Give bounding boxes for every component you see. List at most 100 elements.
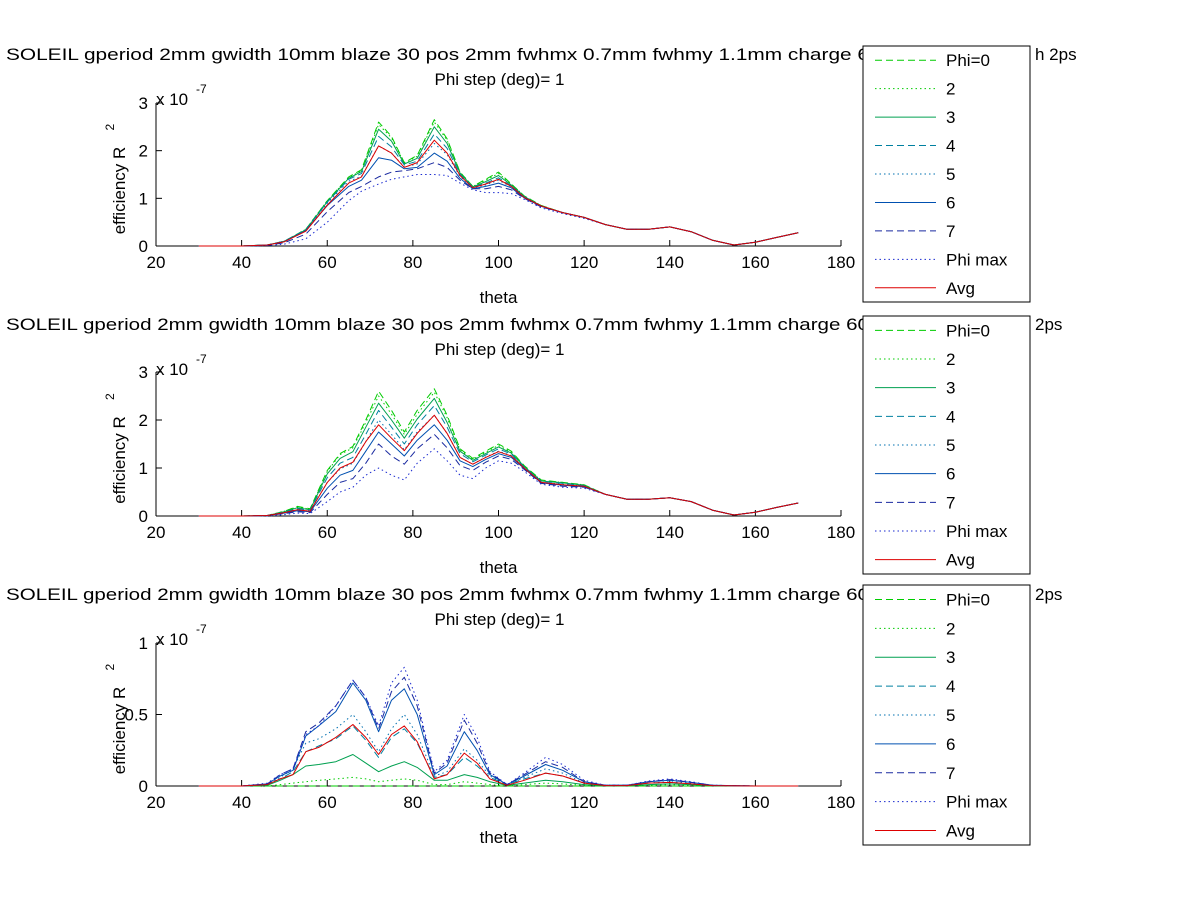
y-axis-label-superscript: 2 [103, 393, 117, 400]
x-tick-label: 80 [403, 793, 422, 812]
legend: Phi=0 2 3 4 5 6 7 Phi max Avg [862, 584, 1031, 846]
legend-label: 6 [946, 735, 955, 754]
x-tick-label: 40 [232, 253, 251, 272]
series-line-7 [198, 676, 799, 787]
y-tick-label: 3 [139, 363, 148, 382]
x-tick-label: 100 [484, 793, 512, 812]
chart-title: SOLEIL gperiod 2mm gwidth 10mm blaze 30 … [6, 315, 869, 334]
chart-subtitle: Phi step (deg)= 1 [435, 70, 565, 89]
legend: Phi=0 2 3 4 5 6 7 Phi max Avg [862, 45, 1031, 303]
y-tick-label: 0 [139, 507, 148, 526]
x-tick-label: 140 [656, 253, 684, 272]
y-tick-label: 3 [139, 94, 148, 113]
legend-label: Phi=0 [946, 51, 990, 70]
chart-panel-1: 20 40 60 80 100 120 140 160 180 0 1 2 3 x 10 -7 theta ef… [6, 45, 1077, 307]
series-line-9 [198, 139, 799, 247]
x-tick-label: 40 [232, 793, 251, 812]
legend-label: Avg [946, 551, 975, 570]
legend-label: Avg [946, 279, 975, 298]
legend-label: Phi max [946, 522, 1008, 541]
x-tick-label: 120 [570, 523, 598, 542]
legend-label: Phi max [946, 250, 1008, 269]
x-tick-label: 120 [570, 793, 598, 812]
x-axis-label: theta [480, 558, 518, 577]
series-line-3 [198, 754, 799, 787]
chart-title: SOLEIL gperiod 2mm gwidth 10mm blaze 30 … [6, 45, 869, 64]
legend-label: 2 [946, 350, 955, 369]
x-tick-label: 100 [484, 523, 512, 542]
series-line-9 [198, 414, 799, 517]
series-line-7 [198, 162, 799, 247]
chart-panel-2: 20 40 60 80 100 120 140 160 180 0 1 2 3 x 10 -7 theta ef… [6, 315, 1062, 577]
legend-label: 5 [946, 165, 955, 184]
y-tick-label: 0 [139, 237, 148, 256]
x-tick-label: 80 [403, 253, 422, 272]
chart-subtitle: Phi step (deg)= 1 [435, 340, 565, 359]
x-tick-label: 140 [656, 523, 684, 542]
y-tick-label: 1 [139, 634, 148, 653]
x-tick-label: 20 [147, 793, 166, 812]
x-tick-label: 140 [656, 793, 684, 812]
x-tick-label: 180 [827, 523, 855, 542]
x-tick-label: 160 [741, 523, 769, 542]
x-tick-label: 20 [147, 253, 166, 272]
exponent-superscript: -7 [196, 82, 207, 96]
legend-label: 5 [946, 436, 955, 455]
y-axis-label: efficiency R [110, 687, 129, 775]
y-tick-label: 2 [139, 142, 148, 161]
chart-title-tail: 2ps [1035, 315, 1062, 334]
y-tick-label: 1 [139, 189, 148, 208]
legend-label: 3 [946, 108, 955, 127]
chart-title-tail: 2ps [1035, 585, 1062, 604]
y-tick-label: 1 [139, 459, 148, 478]
x-tick-label: 160 [741, 253, 769, 272]
chart-title: SOLEIL gperiod 2mm gwidth 10mm blaze 30 … [6, 585, 869, 604]
y-axis-label-group: efficiency R 2 [103, 393, 129, 504]
exponent-superscript: -7 [196, 352, 207, 366]
x-tick-label: 180 [827, 253, 855, 272]
y-axis-label-group: efficiency R 2 [103, 124, 129, 235]
y-axis-label: efficiency R [110, 416, 129, 504]
series-line-8 [198, 174, 799, 247]
y-axis-label-superscript: 2 [103, 124, 117, 131]
exponent-label: x 10 [156, 360, 188, 379]
legend-box [862, 584, 1031, 846]
x-tick-label: 180 [827, 793, 855, 812]
series-line-9 [198, 724, 799, 787]
legend-label: 6 [946, 465, 955, 484]
y-tick-label: 0 [139, 777, 148, 796]
y-axis-label: efficiency R [110, 147, 129, 235]
legend-box [862, 315, 1031, 575]
legend-label: 2 [946, 80, 955, 99]
x-tick-label: 60 [318, 793, 337, 812]
y-tick-label: 2 [139, 411, 148, 430]
legend-label: 6 [946, 193, 955, 212]
legend-label: 3 [946, 648, 955, 667]
legend-label: 2 [946, 619, 955, 638]
legend-label: 4 [946, 407, 955, 426]
legend-label: Phi max [946, 793, 1008, 812]
legend-label: 7 [946, 493, 955, 512]
series-line-2 [198, 776, 799, 787]
legend-label: 5 [946, 706, 955, 725]
y-axis-label-group: efficiency R 2 [103, 664, 129, 775]
x-axis-label: theta [480, 288, 518, 307]
x-axis-label: theta [480, 828, 518, 847]
y-tick-label: 0.5 [124, 706, 148, 725]
chart-panel-3: 20 40 60 80 100 120 140 160 180 0 0.5 1 x 10 -7 theta e… [6, 584, 1062, 847]
x-tick-label: 60 [318, 253, 337, 272]
x-tick-label: 100 [484, 253, 512, 272]
exponent-label: x 10 [156, 90, 188, 109]
legend-label: 3 [946, 379, 955, 398]
series-line-8 [198, 666, 799, 787]
series-line-1 [198, 388, 799, 517]
series-line-6 [198, 682, 799, 787]
legend-label: 4 [946, 137, 955, 156]
x-tick-label: 60 [318, 523, 337, 542]
x-tick-label: 20 [147, 523, 166, 542]
x-tick-label: 40 [232, 523, 251, 542]
legend-box [862, 45, 1031, 303]
x-tick-label: 120 [570, 253, 598, 272]
